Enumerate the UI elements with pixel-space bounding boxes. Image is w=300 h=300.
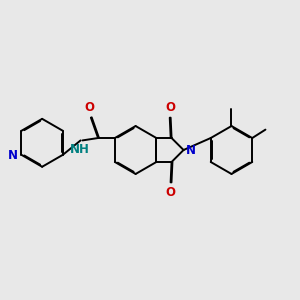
- Text: NH: NH: [70, 143, 90, 156]
- Text: N: N: [8, 149, 17, 162]
- Text: O: O: [85, 101, 94, 114]
- Text: O: O: [166, 186, 176, 199]
- Text: O: O: [166, 101, 176, 114]
- Text: N: N: [186, 144, 196, 157]
